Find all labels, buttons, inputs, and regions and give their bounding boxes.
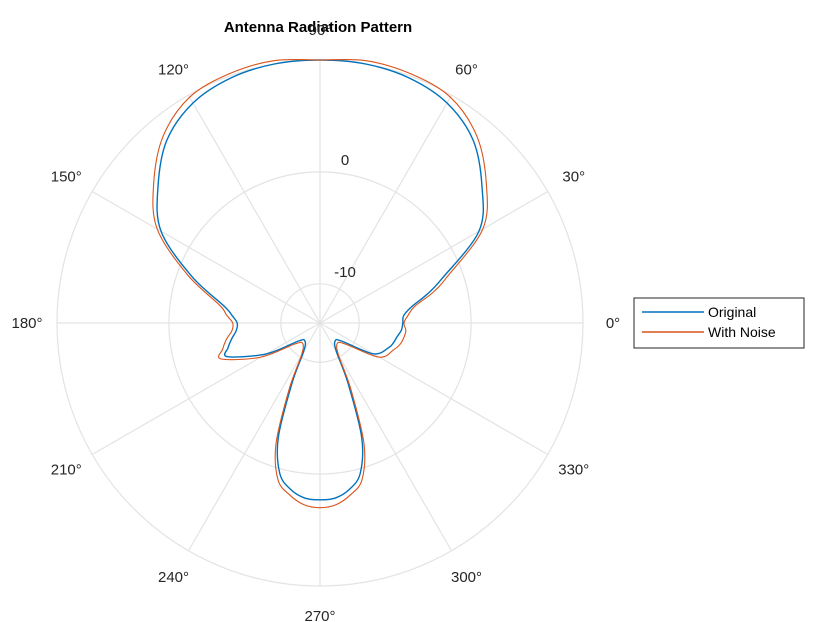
grid-spoke-30	[319, 190, 549, 324]
theta-tick-label: 150°	[51, 169, 82, 186]
grid-spoke-240	[187, 322, 321, 552]
r-tick-labels: -10 0	[334, 152, 356, 281]
legend: Original With Noise	[633, 297, 805, 349]
grid-spoke-120	[187, 94, 321, 324]
grid-spoke-330	[319, 322, 549, 456]
grid-spoke-300	[319, 322, 453, 552]
theta-tick-labels: 0° 30° 60° 90° 120° 150° 180° 210° 240° 270° 300° 3…	[11, 22, 620, 622]
theta-tick-label: 300°	[451, 569, 482, 586]
theta-tick-label: 30°	[562, 169, 585, 186]
theta-tick-label: 240°	[158, 569, 189, 586]
theta-tick-label: 0°	[606, 315, 620, 332]
chart-title: Antenna Radiation Pattern	[224, 19, 412, 36]
legend-label: Original	[708, 304, 756, 320]
r-tick-label: -10	[334, 264, 356, 281]
legend-label: With Noise	[708, 324, 776, 340]
theta-tick-label: 330°	[558, 462, 589, 479]
grid-spoke-150	[91, 190, 321, 324]
theta-tick-label: 120°	[158, 61, 189, 78]
theta-tick-label: 210°	[51, 462, 82, 479]
polar-grid	[56, 59, 584, 587]
theta-tick-label: 180°	[11, 315, 42, 332]
theta-tick-label: 60°	[455, 61, 478, 78]
series-layer	[152, 58, 488, 509]
theta-tick-label: 270°	[304, 608, 335, 622]
grid-spoke-60	[319, 94, 453, 324]
r-tick-label: 0	[341, 152, 349, 169]
grid-spoke-210	[91, 322, 321, 456]
series-line-original	[156, 59, 485, 501]
legend-box	[633, 297, 805, 349]
series-line-with-noise	[152, 58, 488, 509]
theta-tick-label: 90°	[309, 22, 332, 39]
